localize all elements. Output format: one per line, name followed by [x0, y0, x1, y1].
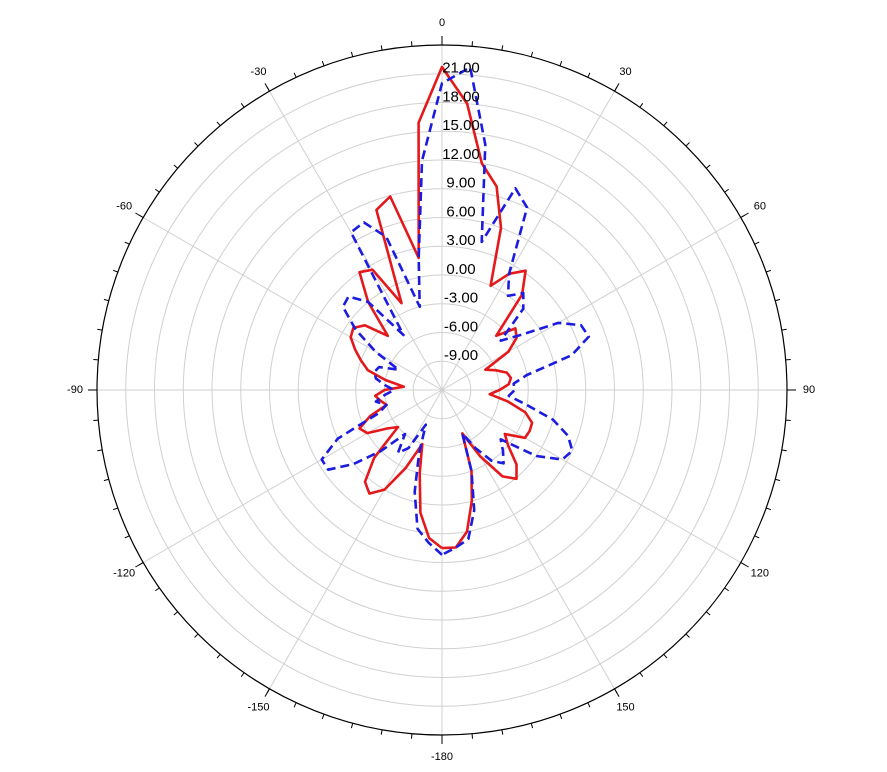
minor-tick: [614, 86, 618, 92]
minor-tick: [240, 672, 245, 677]
minor-tick: [173, 164, 179, 169]
radial-label: 0.00: [446, 261, 475, 278]
radial-label: -9.00: [444, 347, 478, 364]
minor-tick: [112, 507, 118, 511]
minor-tick: [775, 478, 781, 482]
minor-tick: [754, 535, 760, 539]
minor-tick: [103, 298, 109, 302]
minor-tick: [380, 45, 383, 51]
minor-tick: [614, 688, 618, 694]
minor-tick: [639, 672, 644, 677]
grid-spoke: [142, 217, 443, 391]
angle-label: 60: [754, 200, 766, 212]
minor-tick: [639, 103, 644, 108]
angle-label: -120: [113, 567, 135, 579]
minor-tick: [321, 60, 325, 66]
radial-label: 3.00: [446, 232, 475, 249]
minor-tick: [194, 633, 199, 638]
minor-tick: [766, 507, 772, 511]
minor-tick: [705, 164, 711, 169]
radial-label: 9.00: [446, 175, 475, 192]
angle-label: 30: [619, 66, 631, 78]
grid-spoke: [441, 90, 615, 391]
angle-label: -150: [247, 702, 269, 714]
minor-tick: [194, 142, 199, 147]
minor-tick: [350, 51, 354, 57]
angle-label: -180: [431, 751, 453, 763]
minor-tick: [266, 688, 270, 694]
radial-label: 12.00: [442, 146, 480, 163]
minor-tick: [155, 188, 160, 193]
radial-label: -3.00: [444, 290, 478, 307]
series-line: [320, 66, 591, 556]
grid-spoke: [142, 389, 443, 563]
minor-tick: [501, 45, 504, 51]
minor-tick: [587, 702, 591, 708]
minor-tick: [293, 702, 297, 708]
angle-label: 90: [803, 384, 815, 396]
minor-tick: [266, 86, 270, 92]
minor-tick: [724, 587, 729, 592]
angle-label: 120: [751, 567, 769, 579]
minor-tick: [124, 241, 130, 245]
radial-label: -6.00: [444, 318, 478, 335]
minor-tick: [685, 633, 690, 638]
minor-tick: [138, 562, 144, 566]
minor-tick: [559, 60, 563, 66]
minor-tick: [501, 729, 504, 735]
minor-tick: [781, 328, 787, 331]
minor-tick: [216, 653, 221, 659]
minor-tick: [766, 269, 772, 273]
angle-label: -90: [67, 384, 83, 396]
minor-tick: [321, 714, 325, 720]
minor-tick: [559, 714, 563, 720]
minor-tick: [138, 214, 144, 218]
radial-label: 6.00: [446, 203, 475, 220]
outer-circle: [96, 44, 788, 736]
minor-tick: [173, 611, 179, 616]
minor-tick: [705, 611, 711, 616]
grid-spoke: [441, 389, 742, 563]
angle-label: -60: [116, 200, 132, 212]
minor-tick: [112, 269, 118, 273]
minor-tick: [781, 449, 787, 452]
minor-tick: [724, 188, 729, 193]
angle-label: 150: [616, 702, 634, 714]
minor-tick: [754, 241, 760, 245]
minor-tick: [685, 142, 690, 147]
minor-tick: [103, 478, 109, 482]
minor-tick: [663, 653, 668, 659]
grid-spoke: [269, 389, 443, 690]
minor-tick: [587, 72, 591, 78]
series-line: [349, 65, 534, 550]
minor-tick: [740, 562, 746, 566]
minor-tick: [240, 103, 245, 108]
angle-label: -30: [251, 66, 267, 78]
minor-tick: [293, 72, 297, 78]
radial-label: 21.00: [442, 60, 480, 77]
minor-tick: [155, 587, 160, 592]
grid-spoke: [441, 217, 742, 391]
minor-tick: [124, 535, 130, 539]
minor-tick: [97, 328, 103, 331]
minor-tick: [663, 121, 668, 127]
radial-label: 18.00: [442, 88, 480, 105]
minor-tick: [740, 214, 746, 218]
radial-label: 15.00: [442, 117, 480, 134]
minor-tick: [380, 729, 383, 735]
angle-label: 0: [439, 17, 445, 29]
minor-tick: [350, 723, 354, 729]
minor-tick: [530, 51, 534, 57]
minor-tick: [97, 449, 103, 452]
minor-tick: [530, 723, 534, 729]
minor-tick: [775, 298, 781, 302]
grid-spoke: [441, 389, 615, 690]
minor-tick: [216, 121, 221, 127]
